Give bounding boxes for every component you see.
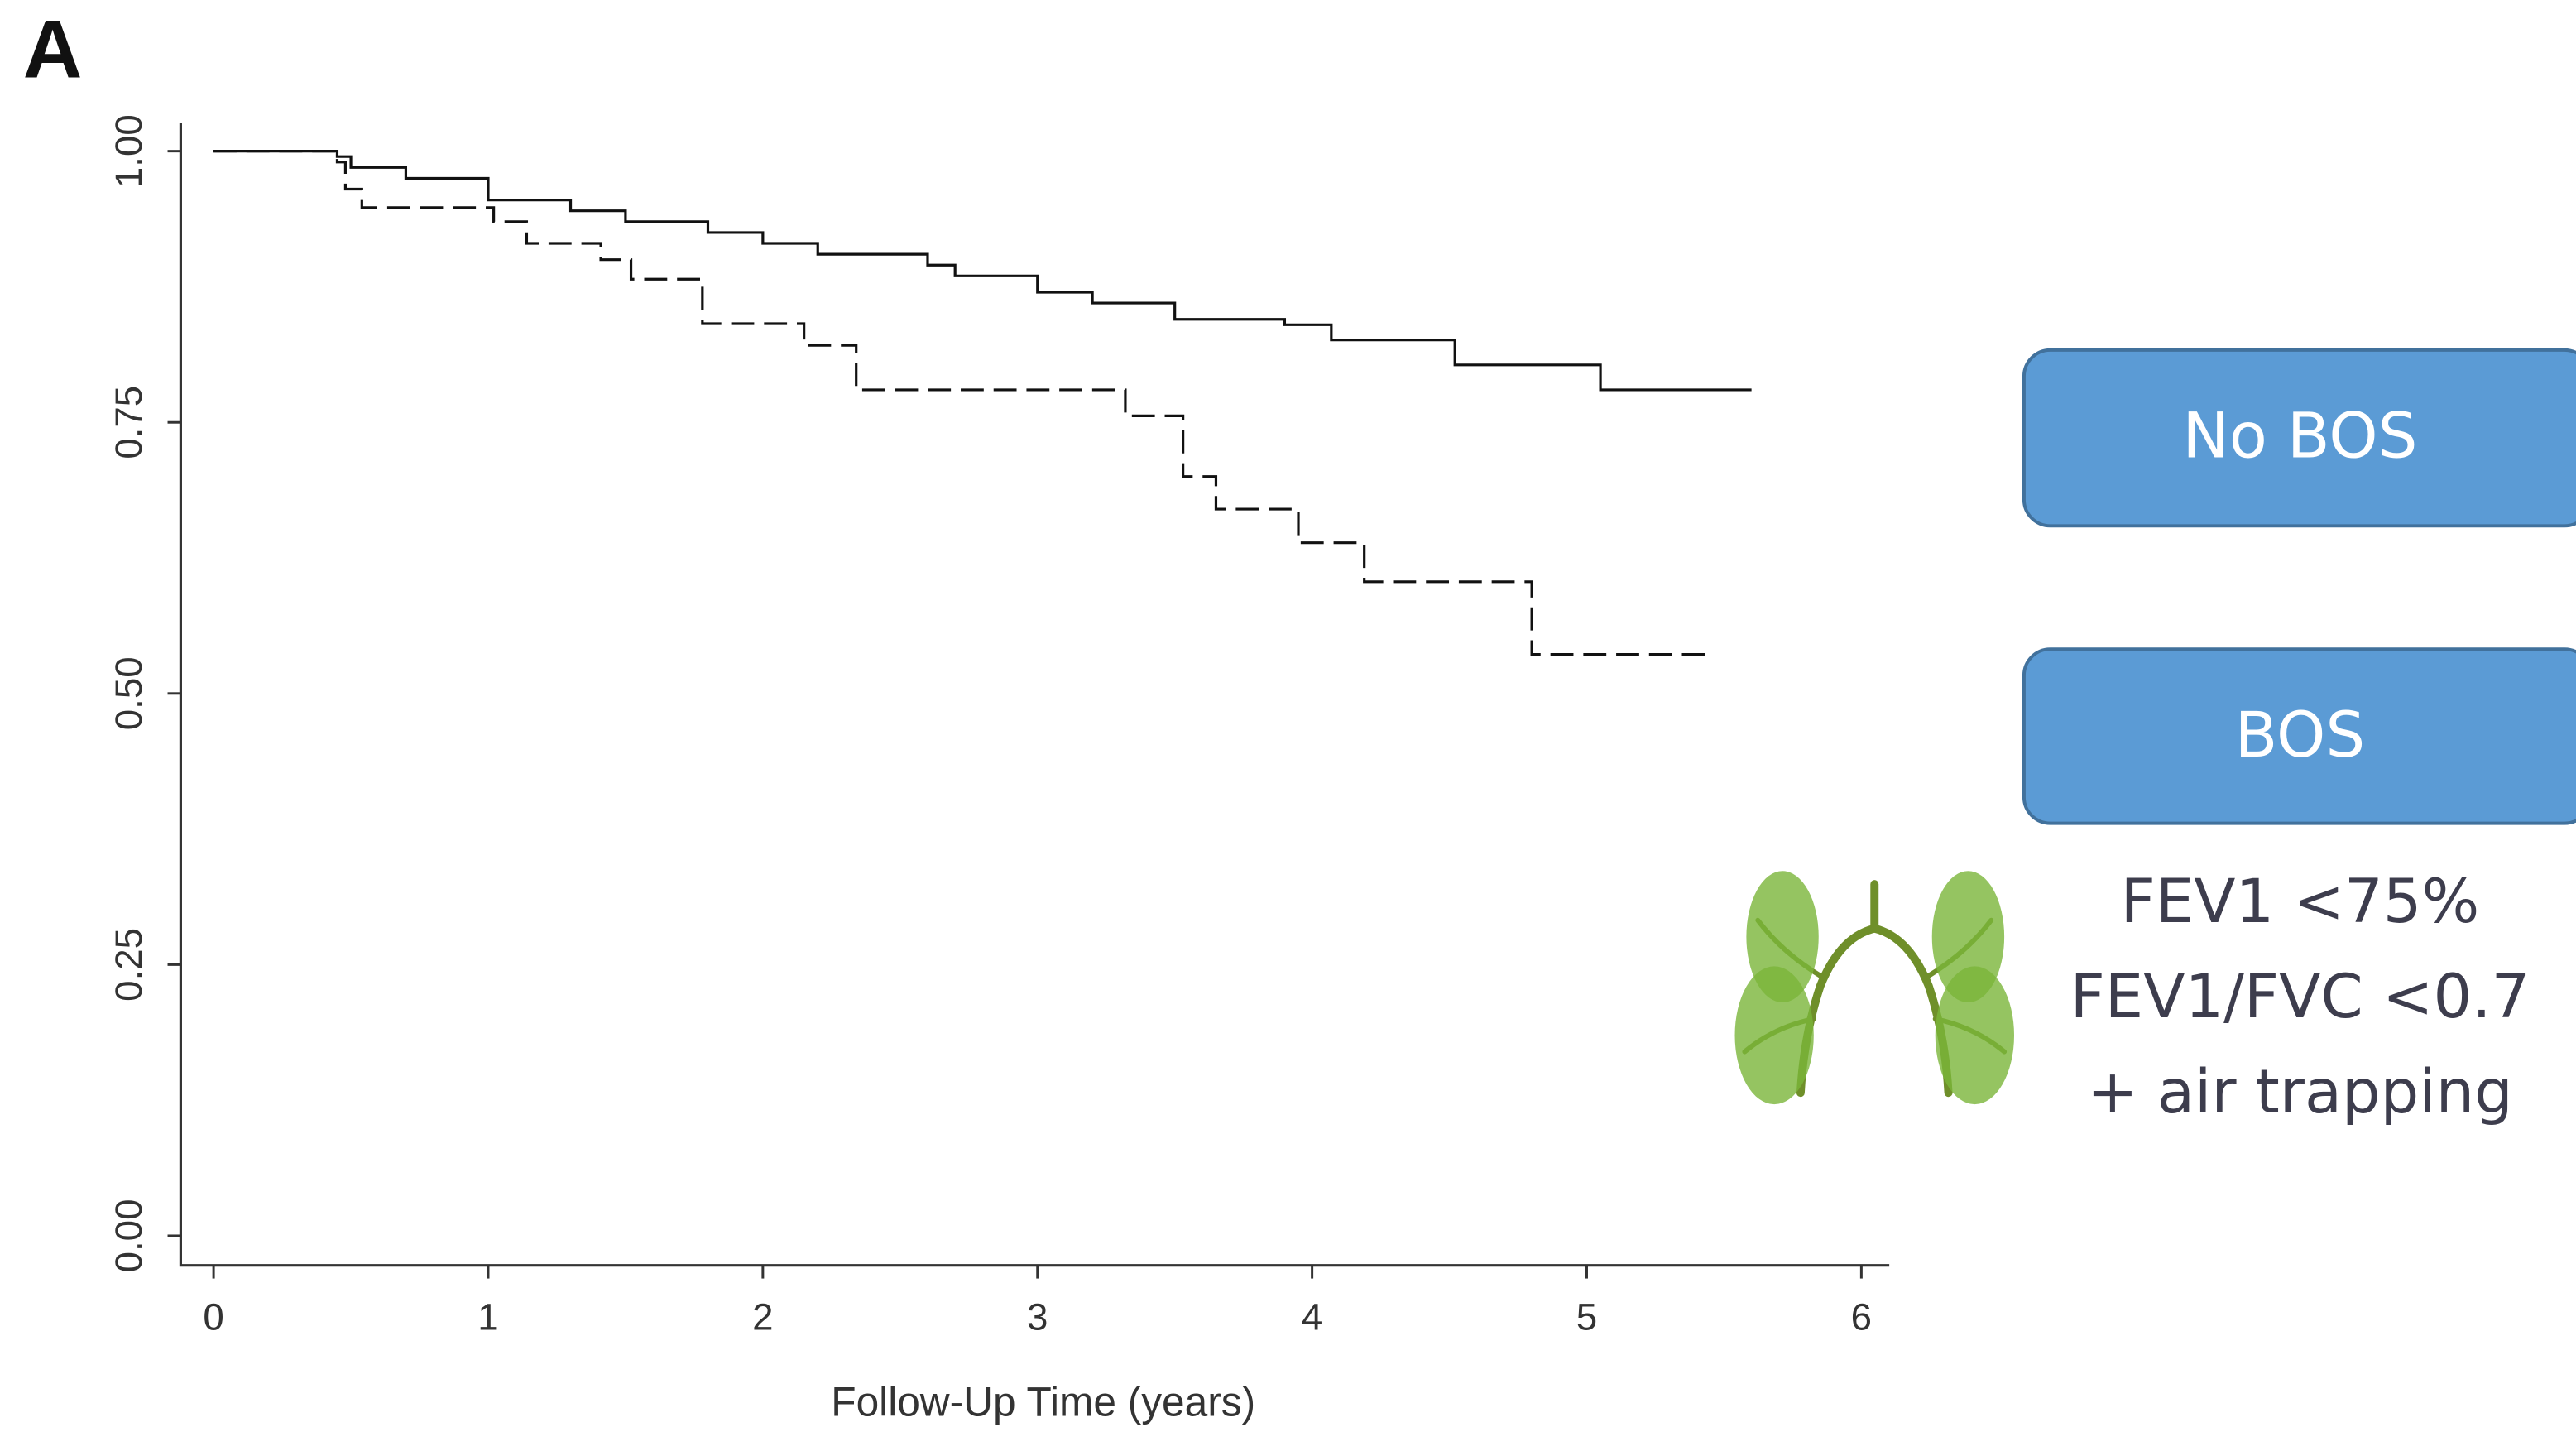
survival-curve (213, 150, 1714, 656)
x-tick-label: 0 (203, 1295, 223, 1338)
x-axis-label: Follow-Up Time (years) (831, 1379, 1255, 1425)
y-tick-label: 0.00 (108, 1199, 150, 1273)
criteria-text: + air trapping (2087, 1057, 2513, 1127)
y-tick-label: 0.75 (108, 386, 150, 459)
criteria-text: FEV1 <75% (2121, 867, 2480, 937)
x-tick-label: 5 (1576, 1295, 1597, 1338)
criteria-text: FEV1/FVC <0.7 (2070, 962, 2530, 1032)
x-tick-label: 3 (1027, 1295, 1048, 1338)
x-tick-label: 1 (477, 1295, 498, 1338)
y-tick-label: 1.00 (108, 114, 150, 188)
axis-line (179, 123, 1890, 1267)
legend-label: BOS (2235, 699, 2366, 771)
x-tick-label: 2 (752, 1295, 773, 1338)
legend-box (2022, 647, 2576, 825)
panel-label: A (23, 4, 83, 96)
survival-curve (213, 150, 1752, 392)
y-tick-label: 0.25 (108, 928, 150, 1002)
x-tick-label: 6 (1851, 1295, 1872, 1338)
legend-label: No BOS (2182, 400, 2417, 473)
legend-box (2022, 348, 2576, 528)
lung-icon (1734, 871, 2015, 1105)
y-tick-label: 0.50 (108, 656, 150, 730)
x-tick-label: 4 (1302, 1295, 1322, 1338)
